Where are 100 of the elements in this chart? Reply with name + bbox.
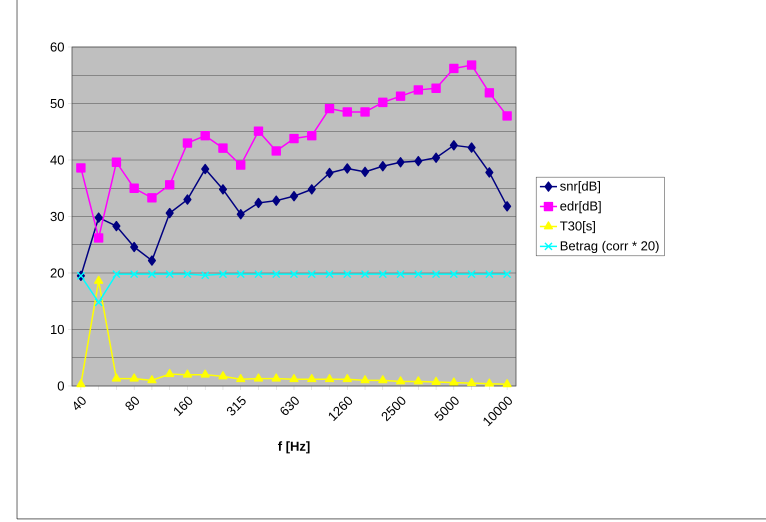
point [200, 271, 210, 280]
point [76, 379, 86, 388]
point [76, 163, 86, 173]
point [342, 374, 352, 382]
x-axis-title: f [Hz] [278, 441, 310, 454]
x-tick-label: 630 [280, 396, 299, 416]
point [164, 180, 174, 190]
point [200, 369, 210, 378]
point [378, 161, 387, 172]
point [94, 212, 103, 223]
point [414, 85, 424, 95]
point [183, 194, 192, 205]
y-tick-label: 0 [58, 381, 64, 391]
point [112, 270, 121, 278]
point [130, 270, 138, 278]
point [94, 276, 104, 284]
y-tick-label: 30 [50, 212, 64, 222]
point [485, 167, 494, 178]
point [325, 168, 334, 178]
point [182, 138, 192, 148]
point [112, 220, 120, 232]
point [130, 373, 139, 382]
point [342, 107, 352, 117]
point [289, 374, 299, 382]
x-tick-label: 160 [174, 396, 192, 416]
point [485, 270, 494, 278]
point [468, 142, 476, 153]
point [112, 373, 122, 382]
point [449, 64, 459, 74]
point [165, 368, 174, 378]
y-tick-label: 20 [50, 268, 64, 278]
point [236, 160, 246, 170]
point [307, 374, 316, 382]
point [431, 84, 441, 93]
point [236, 209, 245, 220]
point [414, 270, 423, 278]
point [484, 378, 494, 387]
point [272, 373, 281, 382]
point [484, 88, 494, 98]
y-tick-label: 10 [51, 324, 64, 334]
point [360, 166, 370, 178]
point [289, 134, 299, 144]
x-tick-label: 80 [125, 396, 139, 410]
point [324, 374, 334, 382]
point [396, 157, 405, 168]
point [290, 270, 298, 278]
point [254, 270, 263, 278]
point [183, 270, 192, 278]
point [218, 371, 228, 380]
point [467, 378, 476, 386]
point [325, 270, 334, 278]
point [449, 377, 458, 386]
point [254, 126, 264, 136]
point [378, 375, 388, 384]
point [272, 270, 280, 278]
point [94, 298, 103, 307]
point [147, 193, 157, 203]
point [148, 270, 156, 278]
legend-label: edr[dB] [560, 201, 601, 214]
point [324, 104, 334, 114]
point [308, 270, 316, 278]
point [182, 369, 192, 378]
point [130, 242, 138, 252]
point [378, 98, 388, 108]
point [166, 208, 174, 218]
point [502, 270, 512, 278]
point [360, 375, 370, 384]
point [360, 270, 370, 278]
point [396, 270, 405, 278]
legend-label: snr[dB] [560, 181, 600, 194]
point [307, 131, 316, 140]
point [218, 270, 228, 278]
point [112, 158, 122, 167]
point [272, 195, 280, 206]
x-tick-label: 315 [226, 396, 246, 416]
point [432, 270, 440, 278]
point [450, 140, 458, 151]
point [431, 376, 441, 385]
y-tick-label: 40 [50, 155, 64, 165]
point [254, 373, 264, 382]
point [450, 270, 458, 278]
y-tick-label: 50 [50, 98, 64, 108]
point [254, 198, 263, 208]
y-tick-label: 60 [50, 42, 64, 52]
point [236, 270, 245, 278]
point [466, 60, 476, 70]
point [343, 270, 352, 278]
legend-label: Betrag (corr * 20) [560, 240, 659, 254]
point [502, 379, 512, 388]
point [467, 270, 476, 278]
point [218, 143, 228, 153]
point [290, 190, 298, 202]
point [148, 255, 156, 266]
point [147, 375, 157, 384]
point [360, 107, 370, 117]
point [272, 146, 281, 156]
x-tick-label: 40 [74, 396, 86, 410]
point [201, 164, 210, 174]
legend-label: T30[s] [560, 220, 595, 234]
point [432, 152, 440, 163]
